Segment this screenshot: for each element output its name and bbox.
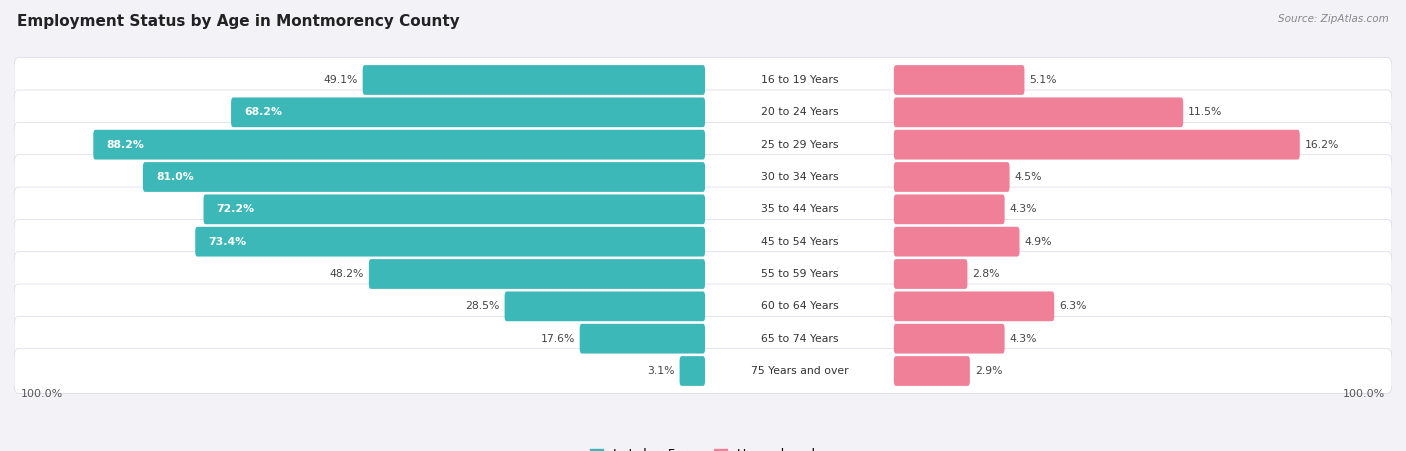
- Text: Employment Status by Age in Montmorency County: Employment Status by Age in Montmorency …: [17, 14, 460, 28]
- Text: 88.2%: 88.2%: [107, 140, 145, 150]
- Text: 17.6%: 17.6%: [540, 334, 575, 344]
- Text: 35 to 44 Years: 35 to 44 Years: [761, 204, 838, 214]
- FancyBboxPatch shape: [14, 316, 1392, 361]
- Text: 4.3%: 4.3%: [1010, 204, 1038, 214]
- FancyBboxPatch shape: [231, 97, 704, 127]
- Text: 2.9%: 2.9%: [974, 366, 1002, 376]
- Text: 3.1%: 3.1%: [647, 366, 675, 376]
- Text: 4.3%: 4.3%: [1010, 334, 1038, 344]
- FancyBboxPatch shape: [143, 162, 704, 192]
- Text: 60 to 64 Years: 60 to 64 Years: [761, 301, 838, 311]
- Text: 55 to 59 Years: 55 to 59 Years: [761, 269, 838, 279]
- Text: 45 to 54 Years: 45 to 54 Years: [761, 237, 838, 247]
- Text: 48.2%: 48.2%: [329, 269, 364, 279]
- FancyBboxPatch shape: [894, 227, 1019, 257]
- FancyBboxPatch shape: [14, 58, 1392, 102]
- FancyBboxPatch shape: [93, 130, 704, 160]
- FancyBboxPatch shape: [14, 90, 1392, 135]
- Text: 73.4%: 73.4%: [208, 237, 246, 247]
- Text: 4.9%: 4.9%: [1025, 237, 1052, 247]
- FancyBboxPatch shape: [14, 349, 1392, 393]
- FancyBboxPatch shape: [14, 155, 1392, 199]
- Text: 4.5%: 4.5%: [1014, 172, 1042, 182]
- Text: 16 to 19 Years: 16 to 19 Years: [761, 75, 838, 85]
- Text: 65 to 74 Years: 65 to 74 Years: [761, 334, 838, 344]
- Legend: In Labor Force, Unemployed: In Labor Force, Unemployed: [585, 443, 821, 451]
- Text: 75 Years and over: 75 Years and over: [751, 366, 848, 376]
- Text: 81.0%: 81.0%: [156, 172, 194, 182]
- Text: 28.5%: 28.5%: [465, 301, 499, 311]
- Text: 25 to 29 Years: 25 to 29 Years: [761, 140, 838, 150]
- FancyBboxPatch shape: [894, 97, 1184, 127]
- FancyBboxPatch shape: [14, 284, 1392, 329]
- FancyBboxPatch shape: [14, 219, 1392, 264]
- FancyBboxPatch shape: [894, 356, 970, 386]
- Text: 6.3%: 6.3%: [1059, 301, 1087, 311]
- FancyBboxPatch shape: [368, 259, 704, 289]
- FancyBboxPatch shape: [894, 259, 967, 289]
- FancyBboxPatch shape: [14, 252, 1392, 296]
- Text: 100.0%: 100.0%: [1343, 389, 1385, 399]
- Text: 100.0%: 100.0%: [21, 389, 63, 399]
- FancyBboxPatch shape: [894, 130, 1299, 160]
- Text: Source: ZipAtlas.com: Source: ZipAtlas.com: [1278, 14, 1389, 23]
- Text: 49.1%: 49.1%: [323, 75, 359, 85]
- FancyBboxPatch shape: [894, 194, 1005, 224]
- FancyBboxPatch shape: [579, 324, 704, 354]
- Text: 20 to 24 Years: 20 to 24 Years: [761, 107, 838, 117]
- FancyBboxPatch shape: [894, 65, 1025, 95]
- FancyBboxPatch shape: [14, 122, 1392, 167]
- FancyBboxPatch shape: [363, 65, 704, 95]
- FancyBboxPatch shape: [894, 162, 1010, 192]
- Text: 5.1%: 5.1%: [1029, 75, 1057, 85]
- FancyBboxPatch shape: [894, 291, 1054, 321]
- FancyBboxPatch shape: [195, 227, 704, 257]
- FancyBboxPatch shape: [894, 324, 1005, 354]
- FancyBboxPatch shape: [505, 291, 704, 321]
- Text: 16.2%: 16.2%: [1305, 140, 1339, 150]
- FancyBboxPatch shape: [679, 356, 704, 386]
- Text: 68.2%: 68.2%: [245, 107, 283, 117]
- Text: 72.2%: 72.2%: [217, 204, 254, 214]
- FancyBboxPatch shape: [14, 187, 1392, 232]
- Text: 30 to 34 Years: 30 to 34 Years: [761, 172, 838, 182]
- Text: 11.5%: 11.5%: [1188, 107, 1222, 117]
- FancyBboxPatch shape: [204, 194, 704, 224]
- Text: 2.8%: 2.8%: [972, 269, 1000, 279]
